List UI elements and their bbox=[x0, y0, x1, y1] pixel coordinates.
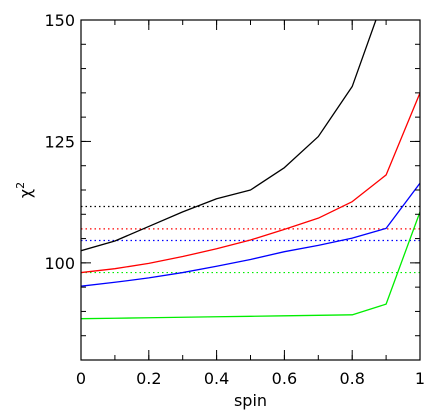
y-axis-title-base: χ bbox=[16, 189, 35, 198]
x-tick-label: 0.8 bbox=[339, 369, 364, 388]
x-axis-title: spin bbox=[234, 391, 267, 410]
x-tick-label: 1 bbox=[415, 369, 425, 388]
tick-labels: 0 0.2 0.4 0.6 0.8 1 100 125 150 bbox=[44, 11, 425, 388]
y-axis-title-superscript: 2 bbox=[14, 182, 27, 189]
y-axis-title: χ2 bbox=[14, 182, 35, 198]
series-line-0 bbox=[81, 20, 377, 252]
series-line-3 bbox=[81, 211, 420, 320]
axis-ticks bbox=[80, 19, 421, 361]
x-tick-label: 0.2 bbox=[136, 369, 161, 388]
series-layer bbox=[81, 20, 420, 320]
x-tick-label: 0 bbox=[76, 369, 86, 388]
x-tick-label: 0.4 bbox=[204, 369, 229, 388]
x-tick-label: 0.6 bbox=[272, 369, 297, 388]
y-tick-label: 100 bbox=[44, 254, 75, 273]
series-line-1 bbox=[81, 92, 420, 274]
y-tick-label: 125 bbox=[44, 132, 75, 151]
y-tick-label: 150 bbox=[44, 11, 75, 30]
series-line-2 bbox=[81, 182, 420, 287]
